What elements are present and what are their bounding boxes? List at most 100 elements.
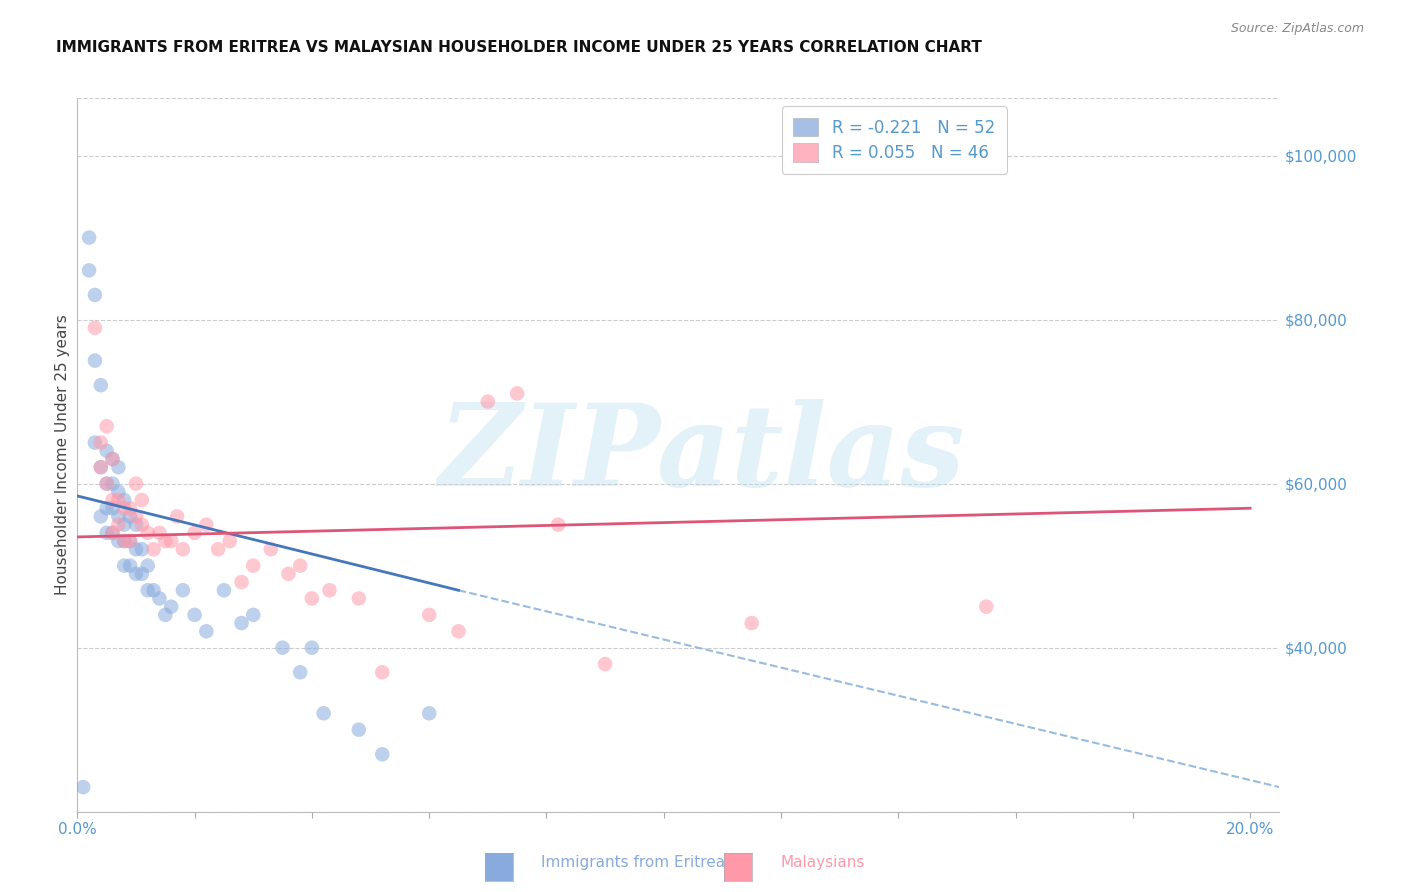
Point	[112, 534, 135, 549]
Point	[593, 657, 616, 671]
Point	[107, 460, 129, 475]
Point	[107, 517, 129, 532]
Point	[347, 591, 370, 606]
Point	[195, 624, 218, 639]
Point	[112, 493, 135, 508]
Point	[506, 386, 529, 401]
Point	[371, 665, 394, 680]
Point	[231, 575, 253, 590]
Point	[172, 542, 194, 557]
Point	[125, 509, 148, 524]
Point	[301, 591, 323, 606]
Point	[107, 534, 129, 549]
Point	[90, 460, 112, 475]
Point	[101, 525, 124, 540]
Point	[477, 394, 499, 409]
Point	[96, 476, 118, 491]
Point	[155, 607, 177, 622]
Point	[112, 534, 135, 549]
Point	[136, 558, 159, 573]
Point	[218, 534, 240, 549]
Point	[96, 525, 118, 540]
Point	[90, 460, 112, 475]
Text: ZIPatlas: ZIPatlas	[439, 400, 966, 510]
Point	[242, 558, 264, 573]
Point	[72, 780, 94, 794]
Point	[312, 706, 335, 721]
Point	[131, 493, 153, 508]
Point	[84, 353, 107, 368]
Point	[148, 525, 170, 540]
Text: Immigrants from Eritrea: Immigrants from Eritrea	[541, 855, 725, 870]
Point	[131, 566, 153, 581]
Point	[96, 501, 118, 516]
Point	[107, 493, 129, 508]
Point	[207, 542, 229, 557]
Point	[112, 558, 135, 573]
Point	[120, 509, 142, 524]
Point	[101, 452, 124, 467]
Legend: R = -0.221   N = 52, R = 0.055   N = 46: R = -0.221 N = 52, R = 0.055 N = 46	[782, 106, 1007, 174]
Point	[183, 525, 205, 540]
Point	[166, 509, 188, 524]
Text: Malaysians: Malaysians	[780, 855, 865, 870]
Point	[125, 542, 148, 557]
Point	[136, 583, 159, 598]
Point	[84, 320, 107, 334]
Point	[96, 443, 118, 458]
Point	[172, 583, 194, 598]
Point	[242, 607, 264, 622]
Point	[84, 435, 107, 450]
Point	[90, 378, 112, 392]
Point	[96, 476, 118, 491]
Point	[120, 558, 142, 573]
Point	[371, 747, 394, 762]
Point	[112, 517, 135, 532]
Point	[90, 435, 112, 450]
Point	[142, 542, 165, 557]
Point	[120, 534, 142, 549]
Point	[160, 599, 183, 614]
Point	[120, 501, 142, 516]
Point	[77, 263, 100, 277]
Y-axis label: Householder Income Under 25 years: Householder Income Under 25 years	[55, 315, 70, 595]
Point	[148, 591, 170, 606]
Point	[101, 452, 124, 467]
Point	[447, 624, 470, 639]
Point	[136, 525, 159, 540]
Point	[125, 517, 148, 532]
Point	[974, 599, 997, 614]
Point	[418, 607, 440, 622]
Point	[195, 517, 218, 532]
Point	[101, 525, 124, 540]
Point	[107, 509, 129, 524]
Point	[318, 583, 340, 598]
Point	[101, 493, 124, 508]
Point	[125, 476, 148, 491]
Point	[271, 640, 294, 655]
Point	[90, 509, 112, 524]
Point	[277, 566, 299, 581]
Point	[160, 534, 183, 549]
Point	[301, 640, 323, 655]
Point	[418, 706, 440, 721]
Point	[288, 558, 311, 573]
Point	[131, 517, 153, 532]
Point	[347, 723, 370, 737]
Text: IMMIGRANTS FROM ERITREA VS MALAYSIAN HOUSEHOLDER INCOME UNDER 25 YEARS CORRELATI: IMMIGRANTS FROM ERITREA VS MALAYSIAN HOU…	[56, 40, 983, 55]
Point	[183, 607, 205, 622]
Point	[120, 534, 142, 549]
Point	[101, 501, 124, 516]
Point	[547, 517, 569, 532]
Point	[741, 616, 763, 631]
Point	[131, 542, 153, 557]
Point	[231, 616, 253, 631]
Point	[101, 476, 124, 491]
Point	[260, 542, 283, 557]
Point	[212, 583, 235, 598]
Point	[288, 665, 311, 680]
Point	[84, 288, 107, 302]
Point	[96, 419, 118, 434]
Point	[112, 501, 135, 516]
Point	[107, 484, 129, 499]
